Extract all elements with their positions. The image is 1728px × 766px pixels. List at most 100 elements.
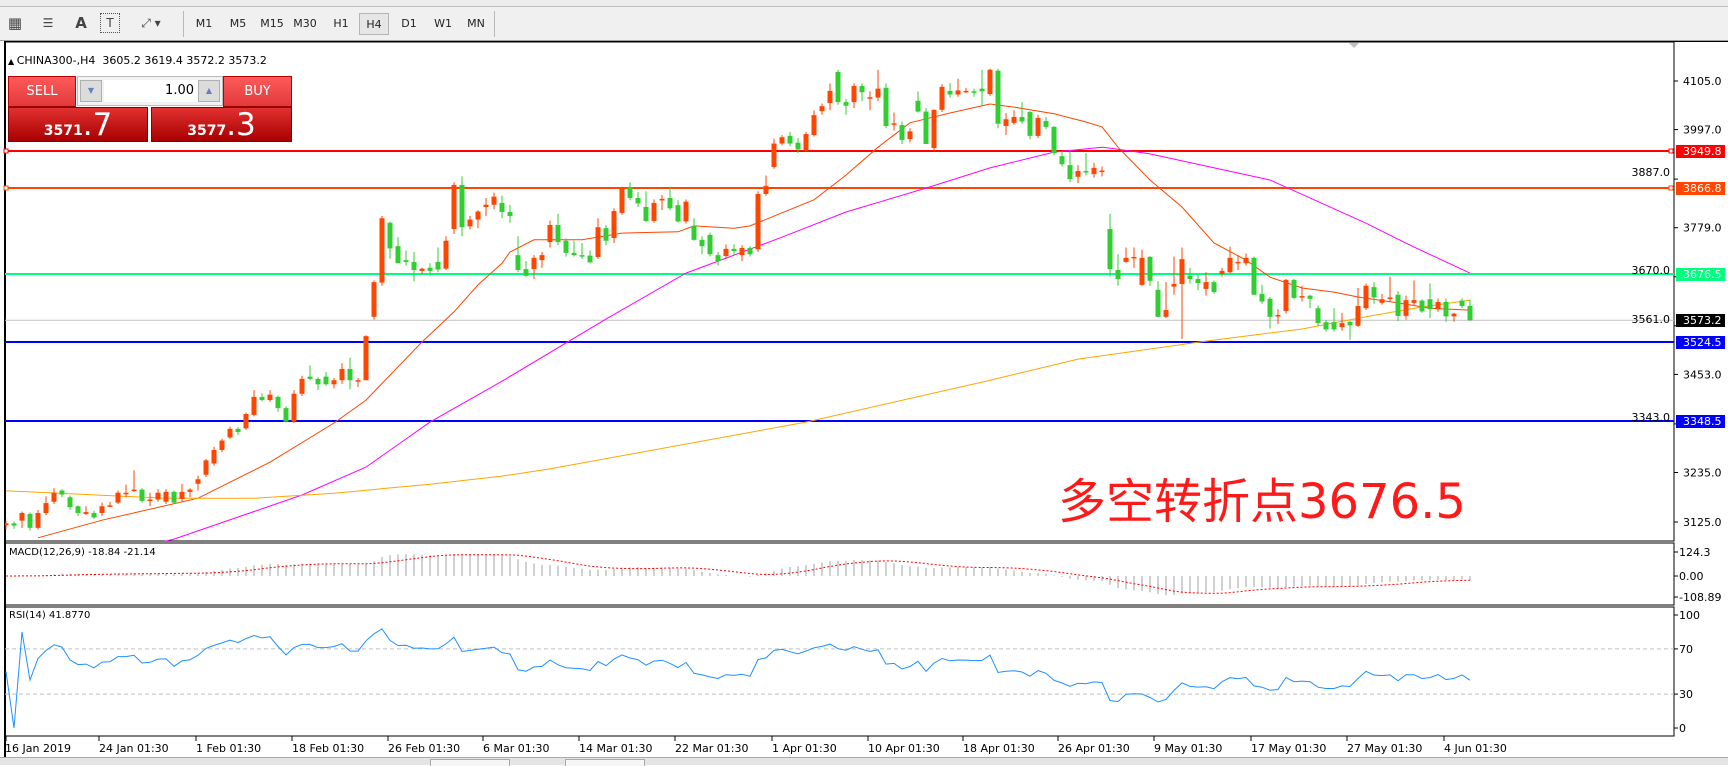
candle-body bbox=[1459, 300, 1465, 306]
candle bbox=[163, 489, 169, 504]
candle-body bbox=[1083, 171, 1089, 173]
candle bbox=[843, 99, 849, 115]
candle bbox=[723, 244, 729, 259]
lot-increase-button[interactable]: ▲ bbox=[198, 80, 220, 102]
candle bbox=[1067, 150, 1073, 183]
level-anchor-handle bbox=[3, 185, 9, 191]
candle bbox=[691, 218, 697, 241]
candle bbox=[27, 512, 33, 531]
timeframe-m5[interactable]: M5 bbox=[229, 17, 247, 30]
chart-toolbar: ▦ ☰ A T ⤢ ▾ M1 M5 M15 M30 H1 H4 D1 W1 MN bbox=[0, 7, 1728, 41]
candle bbox=[523, 261, 529, 277]
candle-body bbox=[1259, 293, 1265, 302]
turning-point-annotation: 多空转折点3676.5 bbox=[1058, 474, 1466, 530]
sell-price-button[interactable]: 3571.7 bbox=[8, 107, 148, 142]
arrows-icon[interactable]: ⤢ ▾ bbox=[141, 16, 161, 30]
candle bbox=[651, 199, 657, 223]
candle-body bbox=[747, 247, 753, 255]
candle-body bbox=[227, 428, 233, 438]
time-axis-label: 18 Apr 01:30 bbox=[963, 742, 1035, 755]
candle-body bbox=[1451, 313, 1457, 317]
candle-body bbox=[587, 255, 593, 263]
level-price-label: 3949.8 bbox=[1683, 145, 1722, 158]
timeframe-w1[interactable]: W1 bbox=[434, 17, 452, 30]
candle-body bbox=[891, 123, 897, 125]
chart-objects-icon[interactable]: ▦ bbox=[7, 14, 23, 32]
candle-body bbox=[979, 88, 985, 92]
chart-shift-marker-icon bbox=[1349, 43, 1359, 48]
candle-body bbox=[1227, 257, 1233, 273]
candle-body bbox=[811, 115, 817, 135]
candle-body bbox=[1067, 165, 1073, 180]
candle-body bbox=[715, 255, 721, 261]
candle bbox=[939, 84, 945, 113]
candle bbox=[1339, 312, 1345, 331]
timeframe-m1[interactable]: M1 bbox=[195, 17, 213, 30]
candle bbox=[187, 488, 193, 498]
main-plot bbox=[5, 68, 1674, 541]
candle-body bbox=[523, 269, 529, 276]
timeframe-h1[interactable]: H1 bbox=[333, 17, 349, 30]
candle bbox=[371, 280, 377, 320]
text-label-icon[interactable]: T bbox=[100, 13, 120, 33]
timeframe-m15[interactable]: M15 bbox=[260, 17, 284, 30]
candle-body bbox=[19, 513, 25, 521]
candle-body bbox=[1091, 167, 1097, 175]
candle bbox=[1171, 256, 1177, 295]
timeframe-d1[interactable]: D1 bbox=[401, 17, 417, 30]
candle-body bbox=[11, 523, 17, 526]
candle-body bbox=[411, 261, 417, 270]
candle bbox=[867, 91, 873, 111]
candle-body bbox=[1003, 119, 1009, 126]
candle bbox=[459, 176, 465, 237]
candle bbox=[1275, 309, 1281, 324]
candle-body bbox=[419, 268, 425, 271]
chart-tab[interactable] bbox=[565, 759, 645, 766]
timeframe-h4[interactable]: H4 bbox=[359, 13, 389, 35]
candle bbox=[579, 243, 585, 259]
price-tick-label: 3779.0 bbox=[1683, 222, 1722, 235]
rsi-axis-label: 70 bbox=[1679, 643, 1693, 656]
candle bbox=[323, 372, 329, 386]
candle-body bbox=[363, 336, 369, 381]
timeframe-mn[interactable]: MN bbox=[467, 17, 485, 30]
buy-button[interactable]: BUY bbox=[223, 76, 292, 107]
lot-size-input[interactable]: 1.00 bbox=[104, 80, 198, 102]
candle bbox=[1083, 153, 1089, 176]
sell-button[interactable]: SELL bbox=[8, 76, 76, 107]
candle-body bbox=[203, 460, 209, 475]
candle bbox=[563, 238, 569, 257]
lot-decrease-button[interactable]: ▼ bbox=[80, 80, 102, 102]
main-chart-frame bbox=[4, 41, 1675, 542]
text-icon[interactable]: A bbox=[75, 14, 87, 32]
candle bbox=[331, 378, 337, 389]
level-price-label-bg bbox=[1676, 145, 1725, 158]
candle-body bbox=[427, 267, 433, 271]
candle bbox=[1323, 319, 1329, 332]
candle-body bbox=[315, 378, 321, 385]
timeframe-m30[interactable]: M30 bbox=[293, 17, 317, 30]
candle bbox=[1147, 256, 1153, 286]
buy-price-big: .3 bbox=[226, 107, 256, 143]
candle bbox=[715, 252, 721, 266]
candle-body bbox=[1035, 117, 1041, 136]
candle-body bbox=[251, 396, 257, 415]
candle bbox=[891, 112, 897, 131]
candle-body bbox=[699, 239, 705, 247]
buy-price-button[interactable]: 3577.3 bbox=[151, 107, 292, 142]
candle-body bbox=[1403, 300, 1409, 316]
candle bbox=[435, 247, 441, 273]
fibonacci-icon[interactable]: ☰ bbox=[42, 16, 54, 30]
candle bbox=[747, 246, 753, 257]
symbol-ohlc-label: CHINA300-,H4 3605.2 3619.4 3572.2 3573.2 bbox=[16, 54, 267, 67]
candle bbox=[1291, 279, 1297, 300]
candle bbox=[11, 521, 17, 529]
candle bbox=[955, 78, 961, 97]
candle-body bbox=[971, 91, 977, 93]
price-tick-label: 3887.0 bbox=[1632, 166, 1671, 179]
chart-tab[interactable] bbox=[430, 759, 510, 766]
candle-body bbox=[59, 490, 65, 495]
candle bbox=[1075, 165, 1081, 184]
collapse-triangle-icon[interactable]: ▲ bbox=[8, 57, 17, 66]
